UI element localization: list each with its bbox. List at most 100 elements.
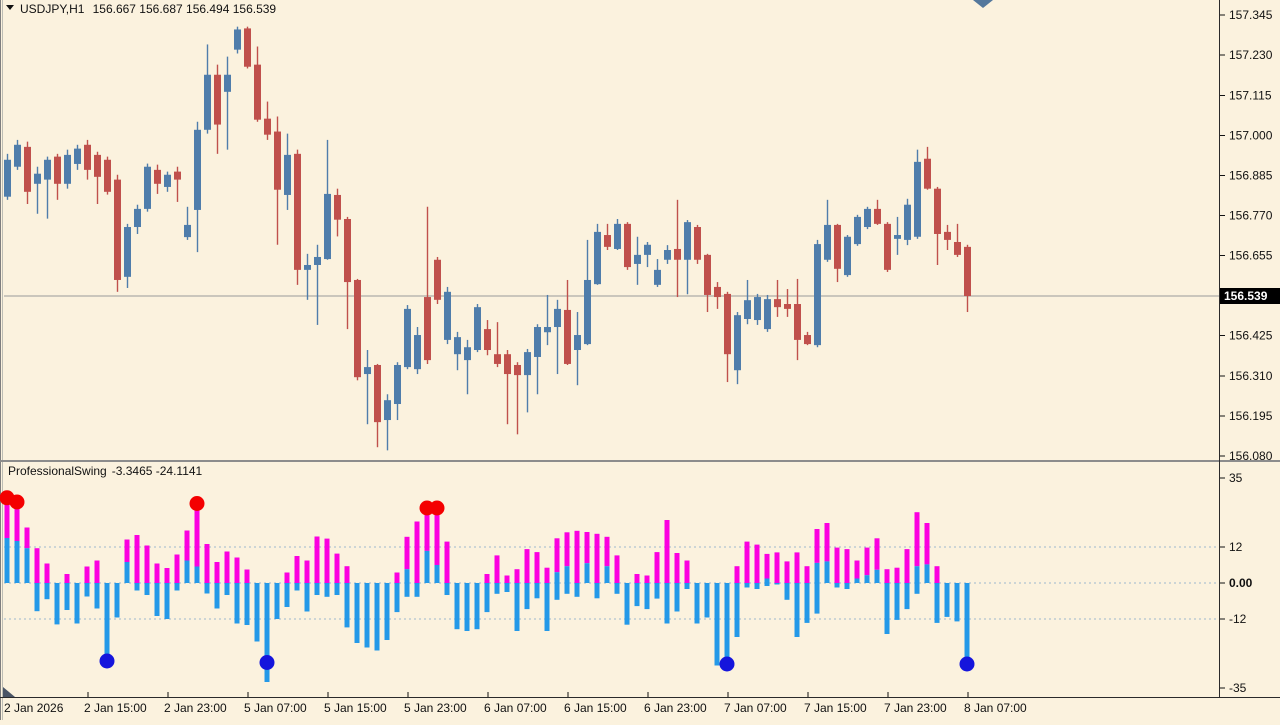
candle (694, 224, 701, 264)
swing-bar-down (334, 583, 340, 595)
swing-bar-up (244, 569, 250, 583)
candle-body (214, 74, 221, 125)
indicator-tick-label: 12 (1229, 540, 1243, 554)
symbol-quotes: 156.667 156.687 156.494 156.539 (93, 2, 277, 16)
time-tick-label: 8 Jan 07:00 (964, 701, 1027, 715)
candle-body (504, 354, 511, 375)
swing-bar-up (664, 520, 670, 583)
swing-bar-down (174, 583, 180, 591)
candle-body (794, 304, 801, 340)
indicator-pane[interactable] (0, 490, 1219, 682)
swing-bar-up (634, 574, 640, 583)
candle (614, 218, 621, 251)
price-axis-border (1219, 0, 1220, 697)
candle-body (684, 222, 691, 260)
candle-body (864, 208, 871, 228)
swing-bar-up (134, 535, 140, 583)
swing-bar-up (214, 562, 220, 583)
price-tick-label: 157.115 (1229, 88, 1272, 102)
time-tick-label: 2 Jan 23:00 (164, 701, 227, 715)
swing-bar-down (694, 583, 700, 624)
swing-bar-up (684, 560, 690, 583)
candle (524, 348, 531, 413)
candle (44, 156, 51, 219)
candle (124, 223, 131, 288)
candle-body (914, 161, 921, 237)
candle (944, 224, 951, 251)
swing-bar-up (344, 566, 350, 583)
candle-body (494, 354, 501, 364)
candle-body (904, 204, 911, 240)
swing-bar-up (914, 512, 920, 567)
indicator-axis[interactable]: 35 12 0.00 -12 -35 (1220, 471, 1253, 695)
candle (444, 286, 451, 345)
swing-bar-down (734, 583, 740, 637)
swing-bar-up (294, 556, 300, 583)
swing-bar-up (804, 566, 810, 583)
indicator-values: -3.3465 -24.1141 (112, 464, 203, 478)
indicator-tick-label: -12 (1229, 612, 1247, 626)
swing-bar-up (64, 574, 70, 583)
pane-divider[interactable] (0, 460, 1280, 462)
window-left-border-inner (2, 0, 3, 720)
candle (764, 294, 771, 332)
candle-body (534, 327, 541, 357)
candle-body (94, 154, 101, 177)
swing-bar-up (174, 554, 180, 583)
swing-bar-up (424, 509, 430, 551)
candle-body (944, 231, 951, 240)
swing-bar-up (124, 539, 130, 562)
swing-bar-down (274, 583, 280, 619)
candle (234, 26, 241, 54)
candle (934, 186, 941, 265)
swing-bar-up (584, 532, 590, 564)
pane-corner-icon[interactable] (3, 687, 15, 697)
swing-bar-up (284, 572, 290, 583)
candle-body (174, 171, 181, 180)
candle-body (234, 29, 241, 50)
candle-body (444, 291, 451, 340)
swing-bar-up (564, 532, 570, 567)
swing-bar-down (814, 562, 820, 614)
time-axis[interactable]: 2 Jan 2026 2 Jan 15:00 2 Jan 23:00 5 Jan 07… (4, 692, 1027, 715)
candle-body (614, 223, 621, 249)
main-price-pane[interactable] (4, 26, 1219, 451)
swing-bar-up (844, 549, 850, 583)
swing-bar-down (124, 562, 130, 583)
indicator-title: ProfessionalSwing -3.3465 -24.1141 (8, 464, 203, 478)
swing-bar-up (514, 569, 520, 583)
candle (54, 153, 61, 200)
candle (924, 146, 931, 190)
candle (104, 156, 111, 195)
swing-bar-up (14, 505, 20, 541)
swing-bar-down (584, 563, 590, 583)
candle-body (604, 235, 611, 247)
swing-bar-up (84, 566, 90, 583)
window-left-border (0, 0, 1, 720)
price-tick-label: 157.345 (1229, 8, 1273, 22)
swing-bar-down (854, 578, 860, 583)
candle (304, 253, 311, 300)
candle-body (274, 131, 281, 190)
candle-body (484, 329, 491, 351)
candle-body (724, 293, 731, 355)
time-tick-label: 2 Jan 2026 (4, 701, 64, 715)
candle (84, 139, 91, 180)
symbol-dropdown-icon[interactable] (6, 5, 14, 10)
swing-bar-up (744, 541, 750, 583)
swing-bar-up (654, 552, 660, 583)
candle (794, 278, 801, 361)
swing-bar-down (844, 583, 850, 589)
swing-bar-up (94, 560, 100, 583)
swing-high-dot (9, 494, 25, 510)
scroll-to-end-icon[interactable] (973, 0, 993, 8)
candle-body (114, 179, 121, 280)
swing-bar-down (934, 583, 940, 623)
price-axis[interactable]: 157.345 157.230 157.115 157.000 156.885 156.7… (1220, 8, 1280, 463)
swing-low-dot (259, 655, 275, 670)
swing-bar-down (744, 583, 750, 588)
symbol-title: USDJPY,H1 156.667 156.687 156.494 156.539 (20, 2, 276, 16)
candle (824, 199, 831, 262)
candle (654, 259, 661, 287)
